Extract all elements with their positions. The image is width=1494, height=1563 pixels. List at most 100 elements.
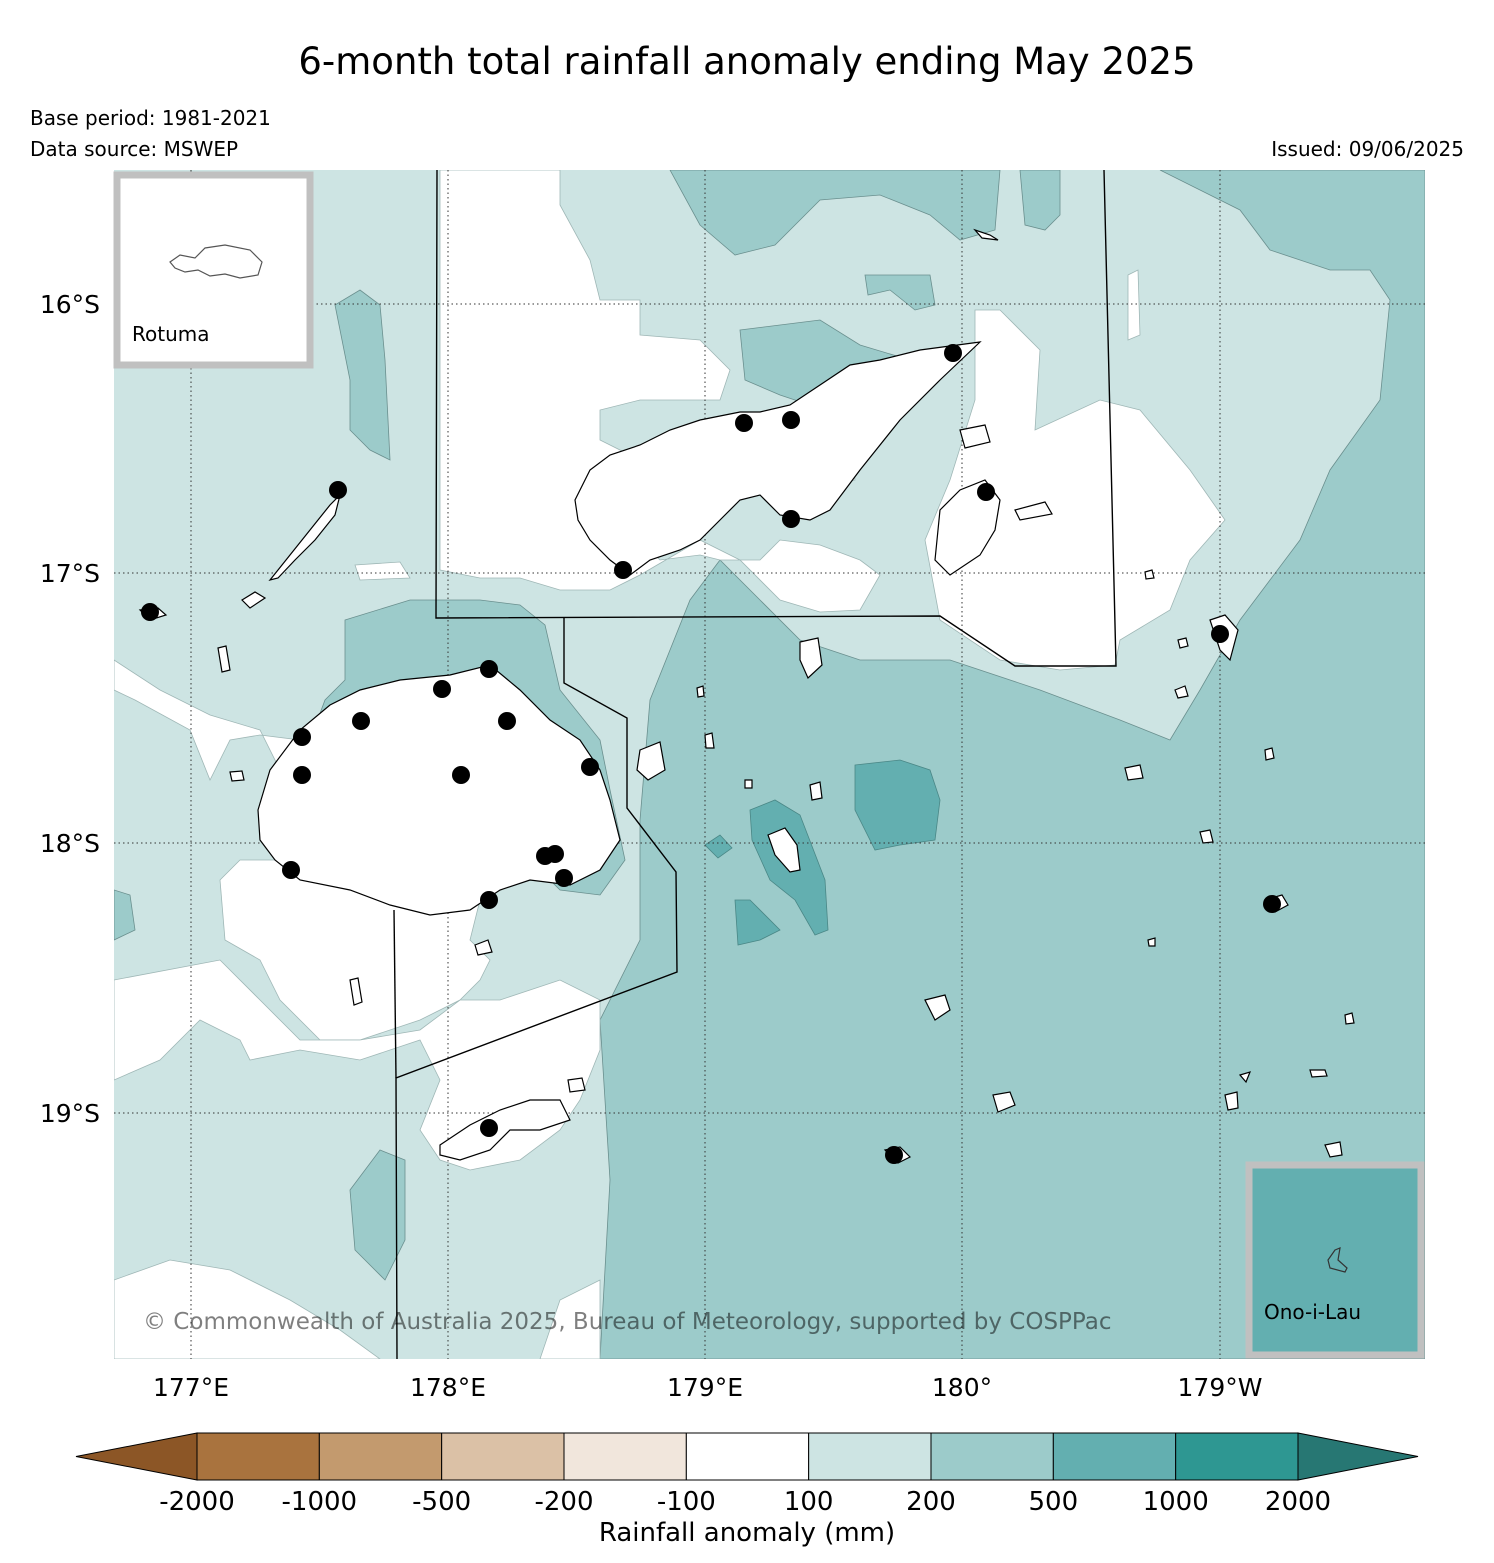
island-small-7: [1344, 1012, 1355, 1025]
anomaly-zone-200-500-west: [334, 289, 391, 461]
colorbar-extend-high: [1297, 1432, 1419, 1481]
colorbar-swatch: [441, 1432, 565, 1481]
colorbar-swatch: [196, 1432, 320, 1481]
map-area: © Commonwealth of Australia 2025, Bureau…: [114, 170, 1425, 1359]
colorbar-tick-label: -1000: [282, 1487, 358, 1517]
colorbar-tick-label: -2000: [159, 1487, 235, 1517]
station-marker: [452, 766, 470, 784]
inset-rotuma: Rotuma: [113, 171, 314, 369]
station-marker: [480, 891, 498, 909]
lon-label-177e: 177°E: [153, 1373, 229, 1402]
inset-rotuma-label: Rotuma: [132, 322, 210, 346]
anomaly-zone-200-500-edge: [114, 889, 136, 941]
station-marker: [885, 1146, 903, 1164]
island-small-18: [959, 424, 991, 449]
island-kadavu: [439, 1099, 571, 1161]
issued-date-text: Issued: 09/06/2025: [1271, 137, 1464, 161]
station-marker: [498, 712, 516, 730]
island-small-11: [744, 779, 753, 789]
station-marker: [735, 414, 753, 432]
colorbar-swatch: [685, 1432, 810, 1481]
rainfall-stations: [141, 344, 1281, 1164]
anomaly-zone-neutral-slot: [1127, 269, 1141, 341]
station-marker: [329, 481, 347, 499]
colorbar-swatch: [930, 1432, 1054, 1481]
island-small-5: [1144, 569, 1155, 580]
island-small-15: [229, 770, 245, 782]
island-small-12: [809, 781, 823, 801]
lat-label-16s: 16°S: [40, 290, 100, 319]
colorbar-tick-label: 1000: [1143, 1487, 1209, 1517]
island-small-8: [1324, 1141, 1343, 1158]
lat-label-17s: 17°S: [40, 559, 100, 588]
onoilau-island-shape: [1327, 1247, 1348, 1273]
island-matuku: [992, 1091, 1016, 1113]
anomaly-zone-200-500-east: [599, 170, 1425, 1359]
island-small-1: [1174, 685, 1189, 699]
inset-onoilau-label: Ono-i-Lau: [1264, 1300, 1361, 1324]
island-cicia: [1124, 764, 1144, 781]
island-small-9: [1238, 1071, 1252, 1084]
anomaly-zone-500-1000-a: [854, 759, 941, 851]
anomaly-zone-200-500-ne: [1019, 170, 1061, 231]
anomaly-zone-200-500-sw: [349, 1149, 406, 1281]
anomaly-zone-neutral-central: [924, 309, 1226, 671]
island-small-4: [973, 228, 999, 241]
island-small-6: [1309, 1069, 1328, 1078]
station-marker: [141, 603, 159, 621]
station-marker: [944, 344, 962, 362]
station-marker: [433, 680, 451, 698]
island-totoya: [924, 994, 951, 1021]
station-marker: [977, 483, 995, 501]
island-beqa: [474, 939, 493, 956]
station-marker: [782, 510, 800, 528]
island-small-3: [1264, 747, 1275, 761]
station-marker: [480, 1119, 498, 1137]
colorbar: -2000 -1000 -500 -200 -100 100 200 500 1000 2000: [75, 1432, 1419, 1517]
colorbar-tick-label: -200: [534, 1487, 593, 1517]
colorbar-swatch: [318, 1432, 443, 1481]
island-moala: [767, 827, 801, 873]
station-marker: [614, 561, 632, 579]
map-title: 6-month total rainfall anomaly ending Ma…: [298, 40, 1196, 83]
island-gau: [636, 741, 666, 781]
island-small-20: [567, 1077, 586, 1093]
lon-label-180: 180°: [932, 1373, 992, 1402]
colorbar-label: Rainfall anomaly (mm): [599, 1518, 895, 1548]
colorbar-tick-label: 500: [1029, 1487, 1079, 1517]
island-small-14: [704, 732, 715, 749]
island-nayau: [1199, 829, 1214, 844]
station-marker: [555, 869, 573, 887]
anomaly-zone-neutral-west-islet: [354, 561, 411, 581]
anomaly-zone-500-1000-d: [704, 834, 733, 859]
anomaly-zone-500-1000-c: [734, 899, 781, 946]
station-marker: [352, 712, 370, 730]
colorbar-tick-label: 200: [906, 1487, 956, 1517]
colorbar-tick-label: 2000: [1265, 1487, 1331, 1517]
copyright-text: © Commonwealth of Australia 2025, Bureau…: [143, 1309, 1112, 1335]
inset-onoilau: Ono-i-Lau: [1245, 1161, 1425, 1359]
lon-label-178e: 178°E: [410, 1373, 486, 1402]
colorbar-tick-label: -500: [412, 1487, 471, 1517]
station-marker: [782, 411, 800, 429]
island-coastlines: [138, 228, 1355, 1164]
station-marker: [1211, 625, 1229, 643]
island-small-13: [696, 685, 705, 698]
division-boundaries: [393, 170, 1117, 1359]
island-small-17: [217, 645, 231, 673]
colorbar-tick-label: -100: [657, 1487, 716, 1517]
station-marker: [546, 845, 564, 863]
island-yasawa: [268, 493, 342, 582]
lat-label-18s: 18°S: [40, 829, 100, 858]
colorbar-swatch: [563, 1432, 687, 1481]
island-small-16: [241, 591, 267, 609]
colorbar-swatch: [1175, 1432, 1299, 1481]
station-marker: [293, 766, 311, 784]
colorbar-swatch: [808, 1432, 932, 1481]
station-marker: [282, 861, 300, 879]
rotuma-island-shape: [169, 244, 263, 279]
anomaly-zone-neutral-southwest: [114, 1259, 381, 1359]
island-vanua-levu: [574, 341, 982, 576]
station-marker: [1263, 895, 1281, 913]
island-vatulele: [349, 977, 363, 1006]
